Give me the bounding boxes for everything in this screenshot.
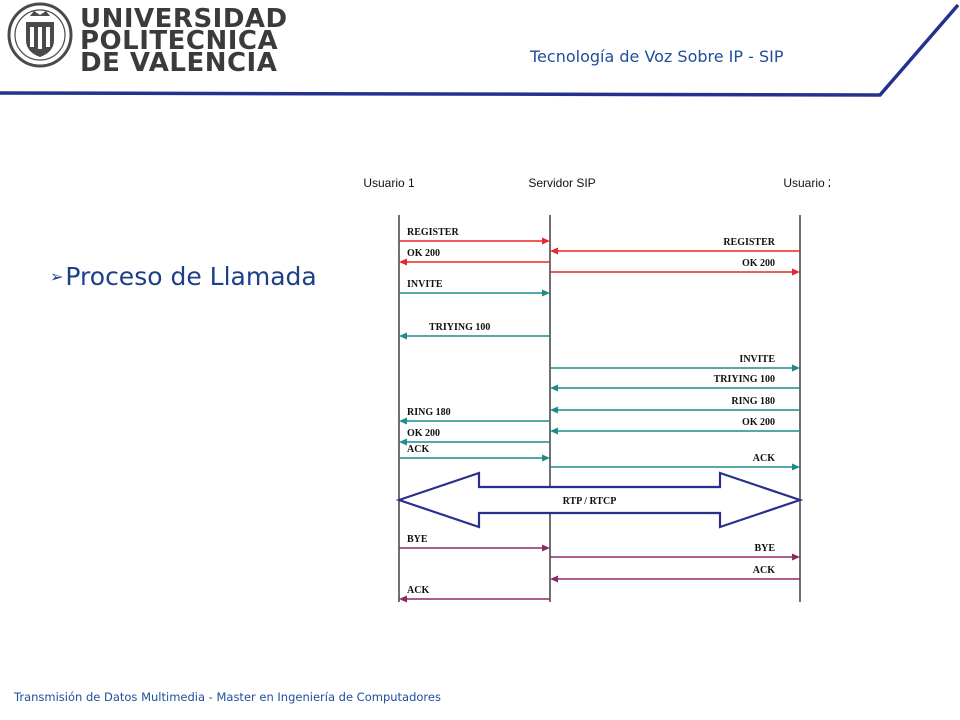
message-label: OK 200 <box>407 428 440 439</box>
message-label: INVITE <box>407 279 443 290</box>
message-label: RING 180 <box>731 396 775 407</box>
entity-label: Usuario 1 <box>363 176 415 190</box>
message-label: ACK <box>407 444 429 455</box>
message-arrowhead <box>792 463 800 471</box>
rtp-double-arrow <box>395 471 804 529</box>
logo-line-2: POLITECNICA <box>80 26 279 56</box>
logo-line-3: DE VALENCIA <box>80 48 278 78</box>
message-arrowhead <box>399 438 407 446</box>
message-arrowhead <box>550 575 558 583</box>
message-label: OK 200 <box>742 417 775 428</box>
sip-call-flow-diagram: Usuario 1 Servidor SIP Usuario 2 REGISTER RE… <box>363 176 830 603</box>
message-arrowhead <box>542 544 550 552</box>
message-label: ACK <box>753 565 775 576</box>
message-label: OK 200 <box>407 248 440 259</box>
message-label: ACK <box>753 453 775 464</box>
message-arrowhead <box>542 289 550 297</box>
message-label: REGISTER <box>723 237 775 248</box>
message-label: BYE <box>407 534 428 545</box>
message-arrowhead <box>792 364 800 372</box>
entity-label: Usuario 2 <box>783 176 830 190</box>
message-arrowhead <box>542 237 550 245</box>
message-arrowhead <box>399 417 407 425</box>
message-label: TRIYING 100 <box>714 374 775 385</box>
footer-text: Transmisión de Datos Multimedia - Master… <box>14 690 441 704</box>
logo-line-1: UNIVERSIDAD <box>80 4 288 34</box>
message-label: INVITE <box>739 354 775 365</box>
bullet-text: Proceso de Llamada <box>65 262 317 291</box>
message-label: RTP / RTCP <box>563 496 617 507</box>
message-label: REGISTER <box>407 227 459 238</box>
message-arrowhead <box>399 258 407 266</box>
message-label: BYE <box>754 543 775 554</box>
header-underline <box>0 3 960 97</box>
message-arrowhead <box>399 332 407 340</box>
message-label: RING 180 <box>407 407 451 418</box>
message-arrowhead <box>550 427 558 435</box>
message-label: ACK <box>407 585 429 596</box>
header-decoration <box>0 2 960 97</box>
bullet-item: ➢ Proceso de Llamada <box>50 262 317 291</box>
entity-label: Servidor SIP <box>528 176 595 190</box>
message-arrowhead <box>550 406 558 414</box>
message-arrowhead <box>550 384 558 392</box>
message-arrowhead <box>399 595 407 603</box>
message-arrowhead <box>542 454 550 462</box>
university-seal-icon <box>7 2 73 68</box>
slide-subject: Tecnología de Voz Sobre IP - SIP <box>530 47 784 66</box>
message-arrowhead <box>550 247 558 255</box>
bullet-arrow-icon: ➢ <box>50 267 64 286</box>
message-label: OK 200 <box>742 258 775 269</box>
message-arrowhead <box>792 553 800 561</box>
message-arrowhead <box>792 268 800 276</box>
message-label: TRIYING 100 <box>429 322 490 333</box>
